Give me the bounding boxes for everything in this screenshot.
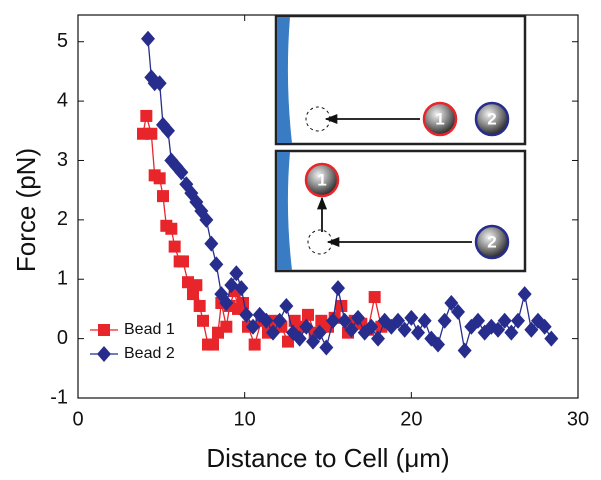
marker — [197, 314, 209, 327]
marker — [190, 279, 203, 292]
x-tick-label: 10 — [234, 408, 256, 430]
y-tick-label: 0 — [57, 327, 68, 349]
inset-top: 1 2 — [274, 14, 527, 146]
legend-marker — [97, 346, 111, 362]
marker — [246, 318, 260, 335]
marker — [364, 318, 379, 335]
marker — [491, 321, 505, 338]
marker — [312, 324, 327, 341]
marker — [368, 291, 381, 304]
marker — [404, 309, 419, 326]
marker — [306, 333, 320, 350]
marker — [157, 190, 169, 203]
legend: Bead 1 Bead 2 — [84, 316, 192, 368]
y-tick-label: -1 — [50, 386, 68, 408]
y-tick-label: 3 — [57, 149, 68, 171]
marker — [209, 256, 224, 273]
marker — [259, 312, 274, 329]
marker — [248, 338, 261, 351]
y-tick-label: 1 — [57, 268, 68, 290]
x-axis-label: Distance to Cell (μm) — [206, 443, 449, 473]
y-axis-label: Force (pN) — [11, 148, 41, 272]
y-tick-label: 2 — [57, 208, 68, 230]
marker — [497, 312, 512, 329]
bead — [474, 224, 510, 260]
marker — [140, 109, 153, 122]
marker — [371, 330, 385, 347]
marker — [451, 303, 465, 320]
marker — [165, 222, 178, 235]
legend-label: Bead 2 — [124, 345, 175, 362]
marker — [220, 320, 233, 333]
legend-marker — [98, 324, 110, 336]
x-tick-label: 0 — [72, 408, 83, 430]
marker — [331, 280, 345, 297]
marker — [537, 318, 552, 335]
marker — [437, 312, 452, 329]
marker — [431, 336, 445, 353]
marker — [544, 330, 559, 347]
marker — [152, 75, 167, 92]
marker — [234, 280, 249, 297]
marker — [397, 321, 412, 338]
marker — [145, 127, 158, 140]
marker — [417, 312, 432, 329]
marker — [161, 122, 175, 139]
marker — [239, 306, 254, 323]
marker — [524, 321, 539, 338]
marker — [207, 338, 219, 351]
marker — [174, 164, 189, 181]
bead — [474, 101, 510, 137]
marker — [282, 335, 294, 348]
x-tick-label: 20 — [400, 408, 422, 430]
marker — [504, 324, 519, 341]
marker — [141, 30, 155, 47]
cell-wall — [277, 17, 292, 143]
marker — [272, 312, 287, 329]
marker — [219, 294, 234, 311]
marker — [411, 324, 425, 341]
marker — [302, 308, 314, 321]
marker — [204, 235, 219, 252]
marker — [517, 286, 532, 303]
marker — [457, 342, 472, 359]
marker — [444, 294, 459, 311]
marker — [266, 324, 280, 341]
marker — [237, 296, 249, 309]
marker — [319, 339, 334, 356]
marker — [471, 312, 485, 329]
marker — [344, 321, 359, 338]
bead-label: 1 — [435, 109, 444, 128]
bead-label: 1 — [317, 170, 326, 189]
y-tick-label: 4 — [57, 89, 68, 111]
legend-label: Bead 1 — [124, 321, 175, 338]
marker — [229, 265, 244, 282]
marker — [292, 330, 307, 347]
marker — [224, 277, 239, 294]
marker — [153, 172, 166, 185]
cell-wall — [277, 152, 292, 270]
bead-label: 2 — [487, 109, 496, 128]
marker — [279, 297, 294, 314]
marker — [168, 240, 181, 253]
y-tick-label: 5 — [57, 30, 68, 52]
inset-bottom: 1 2 — [274, 149, 527, 273]
bead-label: 2 — [487, 232, 496, 251]
marker — [177, 255, 189, 268]
marker — [351, 309, 365, 326]
marker — [391, 312, 405, 329]
bead — [422, 101, 458, 137]
bead — [304, 162, 340, 198]
marker — [326, 312, 340, 329]
x-tick-label: 30 — [567, 408, 589, 430]
marker — [511, 312, 525, 329]
marker — [299, 318, 314, 335]
marker — [337, 312, 352, 329]
marker — [199, 211, 214, 228]
marker — [193, 299, 206, 312]
